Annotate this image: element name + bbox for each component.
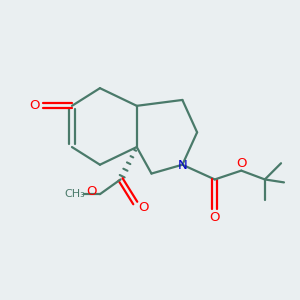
Text: O: O [209,211,220,224]
Text: O: O [29,99,40,112]
Text: CH₃: CH₃ [64,189,85,199]
Text: O: O [237,157,247,170]
Text: O: O [86,185,97,198]
Text: N: N [178,159,188,172]
Text: O: O [138,201,149,214]
